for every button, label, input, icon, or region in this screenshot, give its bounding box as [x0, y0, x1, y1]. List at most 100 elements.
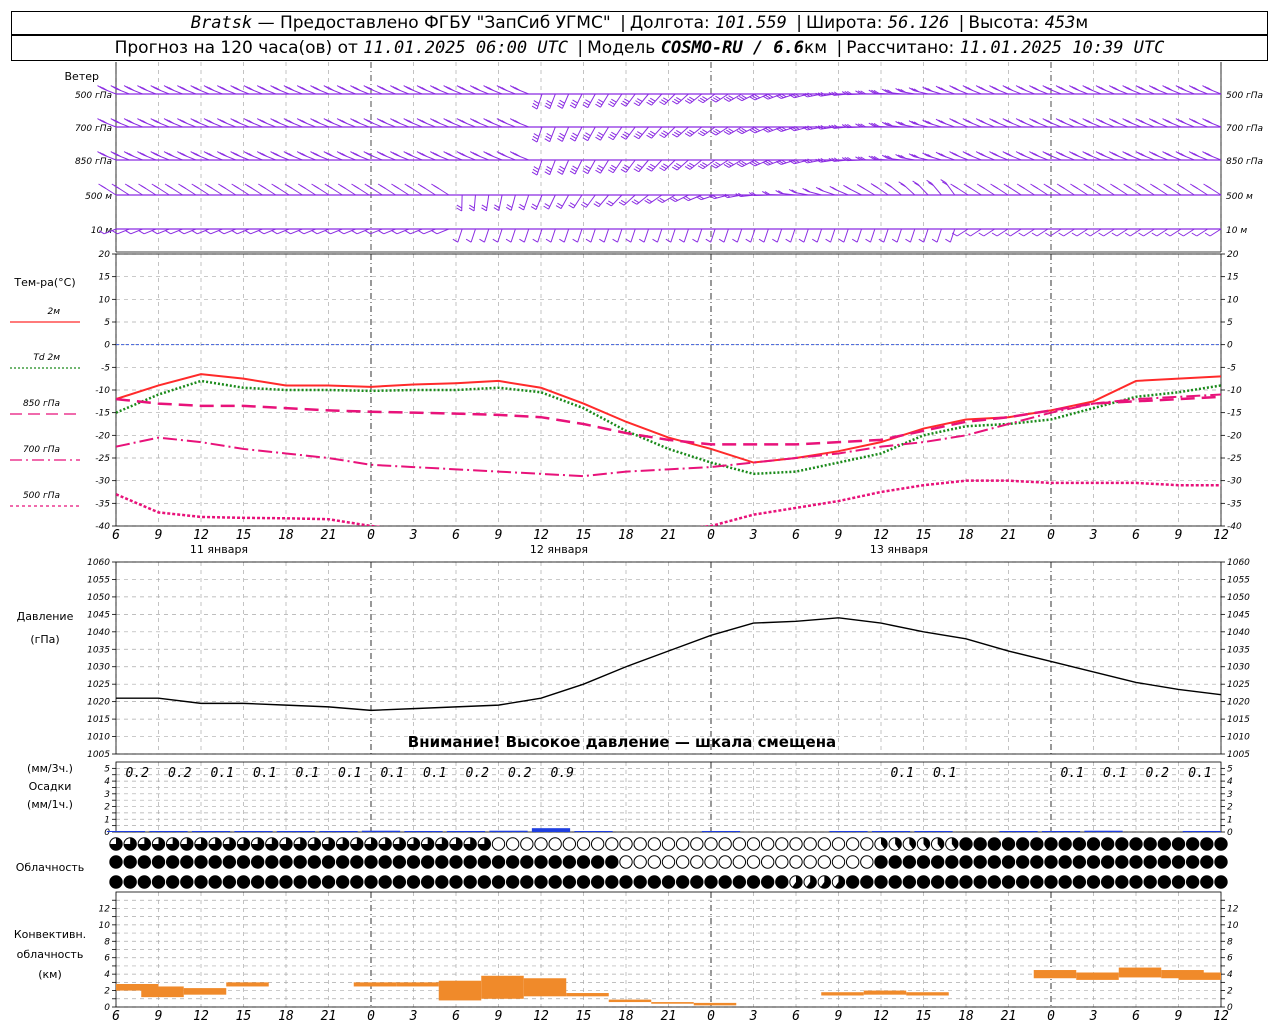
cloud-cover-symbol: [647, 837, 662, 851]
wind-barb: [696, 228, 703, 243]
temp-ytick-label-left: 20: [99, 250, 111, 260]
wind-barb-feather: [873, 89, 880, 94]
temp-ytick-label-left: -5: [101, 363, 110, 373]
wind-barb-feather: [488, 153, 494, 157]
wind-barb-feather: [1047, 120, 1053, 124]
cloud-cover-symbol: [1072, 855, 1087, 869]
wind-barb-feather: [868, 122, 875, 127]
wind-barb-feather: [559, 99, 565, 104]
wind-barb-feather: [533, 100, 540, 105]
cloud-cover-symbol: [789, 837, 803, 851]
wind-barb-feather: [1020, 87, 1027, 91]
cloud-cover-symbol: [491, 837, 506, 851]
cloud-cover-symbol: [1058, 855, 1072, 869]
wind-barb-feather: [1113, 87, 1120, 91]
wind-barb-feather: [922, 119, 928, 124]
wind-barb: [956, 228, 969, 237]
temp-ytick-label-right: -15: [1227, 409, 1242, 419]
wind-barb-feather: [646, 167, 652, 172]
wind-barb: [497, 228, 503, 243]
wind-barb-feather: [791, 189, 797, 194]
cloud-cover-symbol: [392, 855, 407, 869]
wind-barb-feather: [420, 185, 426, 189]
wind-barb-feather: [1060, 87, 1067, 91]
wind-barb: [563, 228, 570, 243]
precip-amount-label: 0.1: [1103, 766, 1126, 781]
wind-barb-feather: [624, 164, 630, 169]
wind-barb-feather: [1165, 185, 1172, 189]
wind-barb-feather: [940, 179, 946, 184]
cloud-cover-symbol: [1058, 875, 1072, 889]
wind-barb: [290, 228, 303, 235]
wind-barb-feather: [788, 188, 795, 193]
cloud-cover-symbol: [1200, 855, 1214, 869]
wind-barb-feather: [663, 130, 669, 135]
temp-ytick-label-right: 10: [1227, 295, 1239, 305]
wind-barb-feather: [195, 120, 201, 124]
temp-ytick-label-left: 5: [104, 318, 110, 328]
wind-barb-feather: [501, 87, 507, 91]
wind-barb-feather: [393, 185, 399, 189]
wind-barb: [1050, 228, 1062, 237]
wind-barb-feather: [313, 185, 320, 189]
wind-barb-feather: [559, 165, 565, 170]
cloud-cover-symbol: [378, 875, 392, 889]
wind-barb-feather: [1060, 153, 1067, 157]
wind-barb-feather: [271, 230, 278, 235]
cloud-cover-symbol: [236, 837, 251, 851]
legend-label: 2м: [47, 307, 60, 317]
cloud-cover-symbol: [902, 837, 917, 851]
wind-barb-feather: [1151, 232, 1158, 237]
convective-ytick-label-left: 8: [104, 937, 110, 947]
cloud-cover-symbol: [704, 855, 718, 869]
wind-barb-feather: [569, 104, 576, 109]
cloud-cover-symbol: [307, 875, 322, 889]
wind-barb-feather: [328, 87, 334, 91]
wind-barb-feather: [980, 87, 987, 91]
cloud-cover-symbol: [845, 855, 860, 869]
wind-barb: [587, 126, 596, 141]
cloud-cover-symbol: [265, 855, 279, 869]
cloud-cover-symbol: [746, 855, 761, 869]
wind-barb: [561, 159, 570, 175]
wind-barb-feather: [855, 156, 861, 161]
wind-barb-feather: [860, 90, 866, 95]
cloud-cover-symbol: [973, 855, 987, 869]
wind-barb-feather: [745, 238, 751, 243]
cloud-cover-symbol: [321, 875, 336, 889]
precip-bar: [106, 831, 146, 832]
convective-ytick-label-left: 12: [99, 904, 111, 914]
cloud-cover-symbol: [1157, 875, 1172, 889]
wind-barb-feather: [965, 232, 971, 237]
wind-barb-feather: [683, 197, 689, 202]
wind-barb-feather: [633, 168, 640, 173]
conv-x-tick: 21: [321, 1009, 337, 1024]
wind-barb: [983, 228, 995, 237]
pressure-ytick-label-right: 1010: [1227, 733, 1250, 743]
wind-barb-feather: [775, 189, 781, 194]
wind-barb: [803, 228, 809, 243]
wind-barb-feather: [723, 163, 730, 168]
temp-ytick-label-right: 5: [1227, 318, 1233, 328]
conv-x-tick: 12: [533, 1009, 549, 1024]
temp-ytick-label-right: 0: [1227, 341, 1233, 351]
cloud-cover-symbol: [661, 837, 676, 851]
cloud-cover-symbol: [1015, 837, 1030, 851]
wind-barb-feather: [557, 170, 563, 175]
conv-x-tick: 12: [1213, 1009, 1229, 1024]
cloud-cover-symbol: [831, 875, 846, 889]
temp-x-tick: 9: [495, 528, 503, 543]
cloud-cover-symbol: [505, 837, 520, 851]
wind-barb-feather: [595, 136, 601, 141]
temp-x-tick: 18: [958, 528, 974, 543]
wind-barb-feather: [1207, 87, 1213, 91]
wind-barb-feather: [741, 127, 747, 132]
wind-barb-feather: [1007, 120, 1013, 124]
cloud-cover-symbol: [520, 837, 534, 851]
cloud-cover-symbol: [109, 855, 123, 869]
cloud-cover-symbol: [279, 855, 293, 869]
precip-ytick-label-left: 4: [104, 777, 110, 787]
wind-barb: [510, 228, 516, 243]
cloud-cover-symbol: [1171, 837, 1186, 851]
cloud-cover-symbol: [647, 855, 662, 869]
